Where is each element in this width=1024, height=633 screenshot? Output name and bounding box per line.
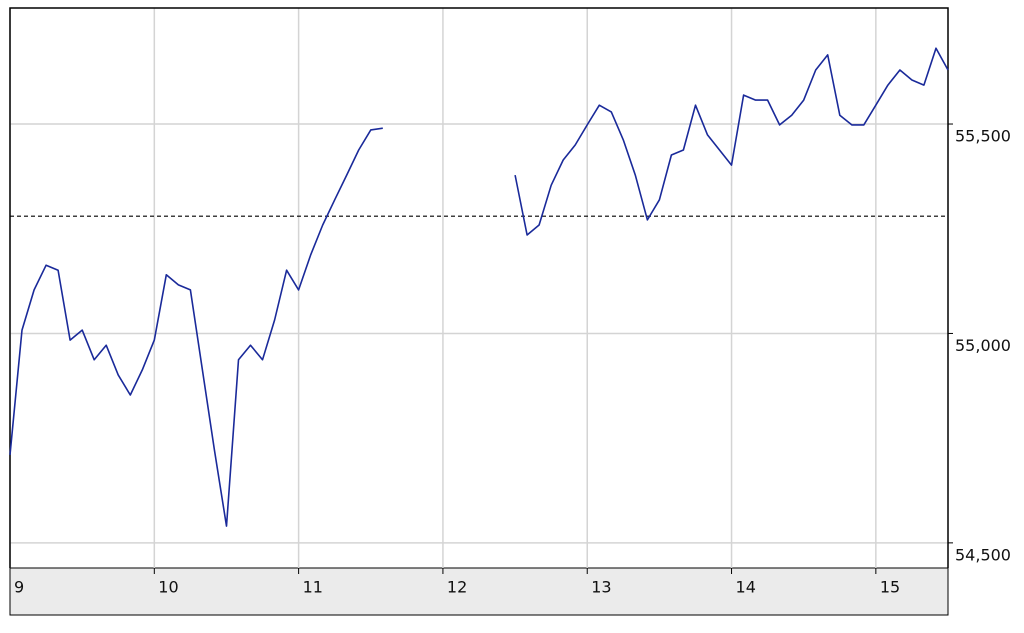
x-tick-label: 12 [447, 578, 467, 597]
x-tick-label: 9 [14, 578, 24, 597]
x-tick-label: 13 [591, 578, 611, 597]
x-tick-label: 11 [303, 578, 323, 597]
plot-frame [9, 7, 949, 568]
x-tick-label: 10 [158, 578, 178, 597]
price-line [9, 47, 949, 527]
x-axis-band [9, 567, 949, 616]
x-tick-label: 15 [880, 578, 900, 597]
x-tick-label: 14 [736, 578, 756, 597]
y-tick-label: 54,500 [955, 545, 1011, 564]
y-tick-label: 55,000 [955, 336, 1011, 355]
y-tick-label: 55,500 [955, 127, 1011, 146]
